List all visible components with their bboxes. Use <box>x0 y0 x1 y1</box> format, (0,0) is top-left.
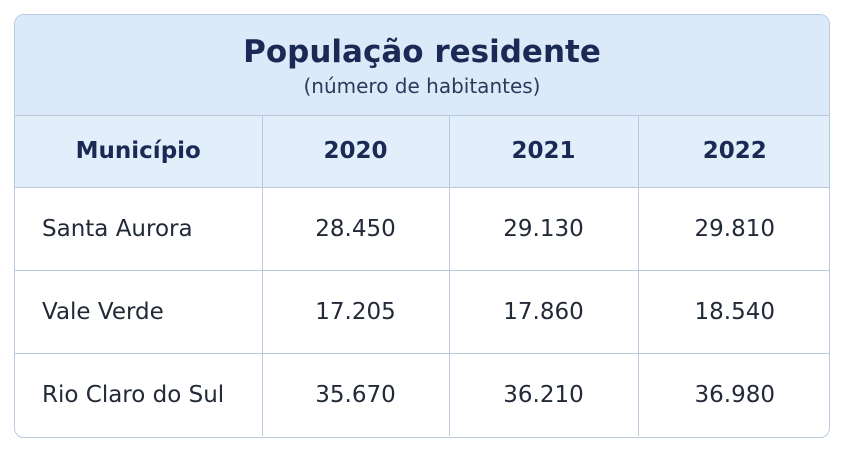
column-header-municipio: Município <box>15 116 263 188</box>
municipality-name-cell: Rio Claro do Sul <box>15 353 263 436</box>
population-cell: 36.980 <box>638 353 829 436</box>
column-header-2021: 2021 <box>449 116 639 188</box>
population-table-card: População residente (número de habitante… <box>14 14 830 438</box>
table-subtitle: (número de habitantes) <box>303 74 541 98</box>
municipality-name-cell: Vale Verde <box>15 270 263 354</box>
column-header-2020: 2020 <box>262 116 450 188</box>
population-cell: 17.860 <box>449 270 639 354</box>
table-row: Santa Aurora 28.450 29.130 29.810 <box>15 187 829 271</box>
table-title: População residente <box>243 34 601 70</box>
table-header-row: Município 2020 2021 2022 <box>15 116 829 188</box>
municipality-name-cell: Santa Aurora <box>15 187 263 271</box>
population-cell: 17.205 <box>262 270 450 354</box>
table-row: Vale Verde 17.205 17.860 18.540 <box>15 270 829 354</box>
table-title-block: População residente (número de habitante… <box>15 15 829 116</box>
population-cell: 29.810 <box>638 187 829 271</box>
population-cell: 36.210 <box>449 353 639 436</box>
population-cell: 35.670 <box>262 353 450 436</box>
population-cell: 18.540 <box>638 270 829 354</box>
column-header-2022: 2022 <box>638 116 829 188</box>
population-cell: 29.130 <box>449 187 639 271</box>
population-table: Município 2020 2021 2022 Santa Aurora 28… <box>15 116 829 436</box>
table-row: Rio Claro do Sul 35.670 36.210 36.980 <box>15 353 829 436</box>
population-cell: 28.450 <box>262 187 450 271</box>
